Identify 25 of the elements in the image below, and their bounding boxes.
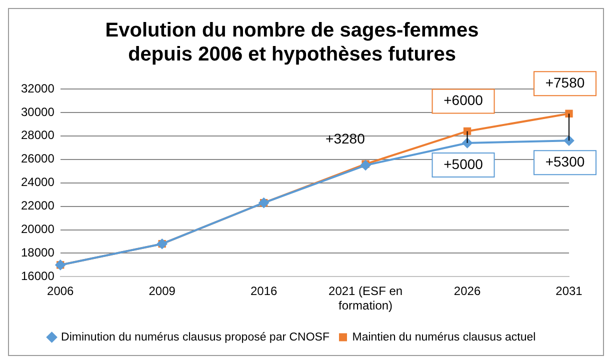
y-tick-label: 24000 [20, 175, 55, 190]
y-tick-label: 28000 [20, 128, 55, 142]
annotation: +5000 [444, 156, 484, 172]
x-tick-label: 2021 (ESF en formation) [328, 284, 403, 313]
x-tick-label: 2016 [250, 284, 278, 298]
y-tick-label: 30000 [20, 104, 55, 119]
point [565, 110, 573, 118]
y-tick-label: 22000 [20, 198, 55, 213]
legend-label: Diminution du numérus clausus proposé par CNOSF [61, 331, 330, 344]
x-tick-label: 2026 [454, 284, 481, 298]
x-tick-label: 2009 [148, 284, 176, 298]
legend-label: Maintien du numérus clausus actuel [352, 331, 536, 344]
y-tick-label: 20000 [20, 222, 55, 236]
y-tick-label: 32000 [20, 81, 55, 96]
annotation: +5300 [545, 153, 585, 170]
point [360, 160, 371, 170]
annotation: +6000 [444, 92, 484, 108]
annotation: +7580 [545, 74, 585, 90]
y-tick-label: 26000 [20, 152, 55, 166]
annotation: +3280 [326, 130, 366, 147]
x-tick-label: 2031 [556, 284, 583, 298]
x-tick-label: 2006 [47, 284, 74, 298]
y-tick-label: 18000 [20, 246, 55, 260]
y-tick-label: 16000 [20, 269, 55, 284]
chart-title: Evolution du nombre de sages-femmes depuis 2006 et hypothèses futures [105, 20, 479, 66]
